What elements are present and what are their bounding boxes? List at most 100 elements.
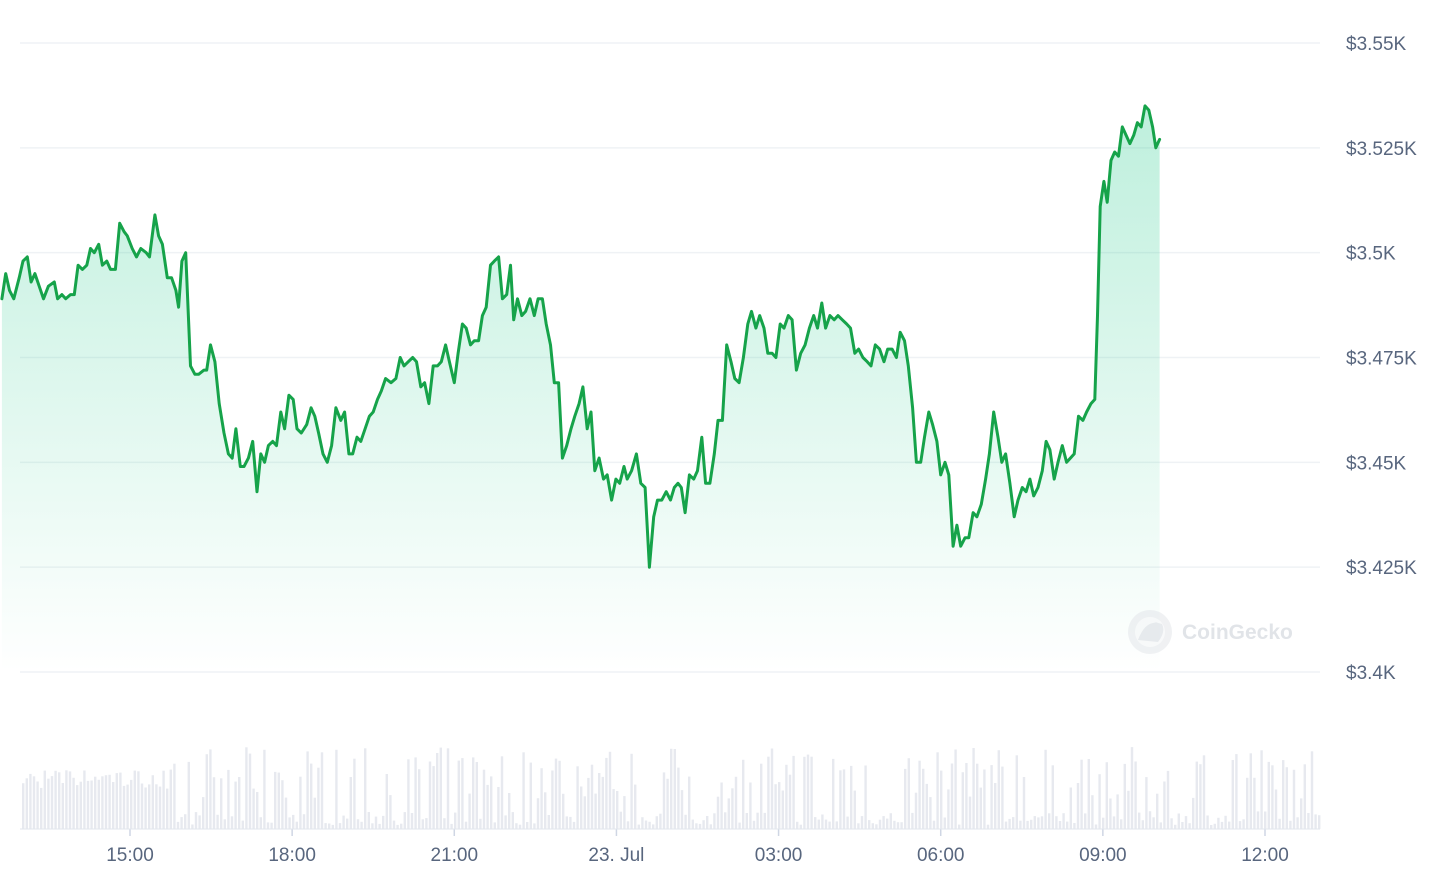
volume-bar	[922, 768, 925, 829]
volume-bar	[1102, 817, 1105, 829]
volume-bar	[814, 817, 817, 829]
volume-bar	[889, 813, 892, 829]
volume-bar	[331, 824, 334, 829]
volume-bar	[868, 820, 871, 829]
volume-bar	[90, 780, 93, 829]
volume-bar	[594, 793, 597, 829]
volume-bar	[144, 787, 147, 829]
volume-bar	[1260, 750, 1263, 829]
volume-bar	[626, 821, 630, 829]
y-tick-label: $3.475K	[1346, 349, 1417, 370]
volume-bar	[886, 818, 889, 829]
volume-bar	[490, 776, 493, 829]
volume-bar	[911, 812, 914, 829]
volume-bar	[238, 777, 241, 829]
volume-bar	[918, 760, 921, 829]
volume-bar	[1033, 816, 1036, 829]
volume-bar	[1062, 813, 1065, 829]
volume-bar	[641, 817, 644, 829]
volume-bar	[335, 749, 338, 829]
volume-bar	[835, 821, 838, 829]
volume-bar	[1238, 821, 1242, 829]
volume-bar	[893, 820, 896, 829]
volume-bar	[727, 798, 730, 829]
volume-bar	[752, 820, 756, 829]
volume-bar	[907, 758, 910, 829]
volume-bar	[673, 749, 676, 829]
volume-bar	[72, 777, 75, 829]
volume-bar	[720, 782, 723, 829]
volume-bar	[1022, 777, 1026, 829]
volume-bar	[734, 776, 738, 829]
volume-bar	[796, 821, 799, 829]
volume-bar	[461, 758, 464, 829]
volume-bar	[706, 816, 709, 829]
volume-bar	[1274, 789, 1278, 829]
volume-bar	[691, 819, 694, 829]
volume-bar	[83, 770, 86, 829]
volume-bar	[965, 763, 968, 829]
volume-bar	[104, 775, 108, 829]
price-area	[1, 105, 1160, 672]
volume-bar	[749, 782, 752, 829]
volume-bar	[428, 761, 432, 829]
volume-bar	[605, 757, 608, 829]
volume-bar	[1127, 790, 1130, 829]
volume-bar	[97, 779, 100, 829]
volume-bar	[1318, 815, 1321, 829]
volume-bar	[839, 770, 842, 829]
volume-bar	[1217, 817, 1220, 829]
volume-bar	[281, 780, 284, 829]
volume-bar	[547, 815, 550, 829]
y-tick-label: $3.55K	[1346, 34, 1407, 55]
volume-bar	[662, 772, 666, 829]
y-tick-label: $3.525K	[1346, 139, 1417, 160]
volume-bar	[209, 749, 212, 829]
volume-bar	[299, 776, 302, 829]
volume-bar	[1300, 798, 1303, 829]
volume-bar	[511, 812, 514, 829]
volume-bar	[252, 788, 255, 829]
volume-bar	[630, 753, 633, 829]
volume-bar	[1004, 821, 1008, 829]
volume-bar	[562, 793, 565, 829]
volume-bar	[292, 814, 295, 829]
volume-bar	[1159, 822, 1162, 829]
volume-bar	[554, 758, 558, 829]
volume-bar	[1242, 819, 1245, 829]
volume-bar	[342, 815, 345, 829]
y-tick-label: $3.45K	[1346, 453, 1407, 474]
volume-bar	[270, 822, 273, 829]
x-tick-label: 09:00	[1079, 845, 1127, 866]
volume-bar	[1282, 760, 1285, 829]
volume-bar	[54, 770, 57, 829]
volume-bar	[788, 774, 792, 829]
volume-bar	[756, 812, 759, 829]
volume-bar	[1271, 765, 1274, 829]
volume-bar	[1148, 811, 1152, 829]
volume-bar	[990, 765, 993, 829]
volume-bar	[1220, 821, 1224, 829]
volume-bar	[284, 797, 288, 829]
volume-bar	[1087, 759, 1090, 829]
volume-bar	[925, 783, 928, 829]
volume-bar	[371, 823, 374, 829]
volume-bar	[612, 789, 615, 829]
volume-bar	[709, 824, 712, 829]
volume-bar	[367, 812, 370, 829]
volume-bar	[1296, 817, 1299, 829]
volume-bar	[544, 792, 547, 829]
volume-bar	[698, 823, 702, 829]
volume-bar	[936, 752, 939, 829]
volume-bar	[1001, 766, 1004, 829]
volume-bar	[443, 818, 446, 829]
volume-bar	[1256, 811, 1260, 829]
volume-bar	[652, 824, 655, 829]
volume-bar	[1246, 777, 1249, 829]
volume-bar	[148, 784, 151, 829]
volume-bar	[738, 822, 741, 829]
coingecko-watermark: CoinGecko	[1128, 610, 1293, 654]
volume-bar	[1012, 817, 1015, 829]
volume-bar	[760, 763, 763, 829]
